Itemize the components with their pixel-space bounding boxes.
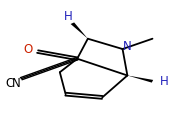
Text: H: H	[160, 75, 168, 88]
Polygon shape	[127, 75, 153, 83]
Text: H: H	[64, 10, 73, 23]
Polygon shape	[71, 22, 88, 39]
Text: N: N	[123, 40, 131, 53]
Text: C: C	[5, 77, 13, 90]
Text: N: N	[11, 77, 20, 90]
Text: O: O	[23, 43, 33, 56]
